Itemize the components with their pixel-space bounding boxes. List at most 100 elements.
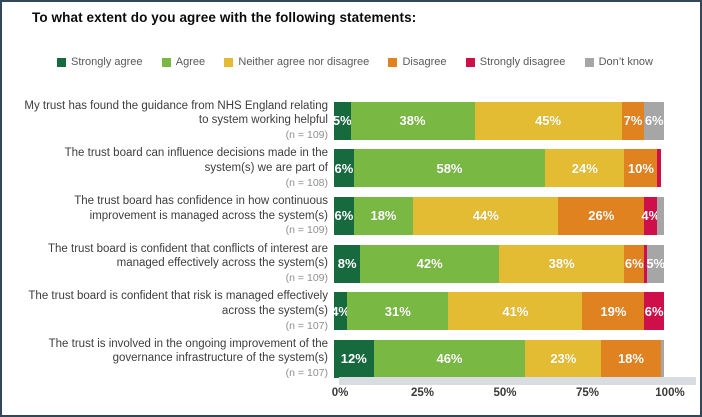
x-axis: 0% 25% 50% 75% 100% [332, 387, 685, 403]
segment-don-t-know [657, 196, 664, 235]
segment-value-label: 5% [646, 256, 664, 272]
stacked-bar-4: 8% 42% 38% 6% 5% [334, 244, 664, 283]
legend-item-strongly-agree: Strongly agree [57, 56, 143, 68]
sample-size-label: (n = 109) [285, 129, 328, 142]
segment-disagree: 19% [582, 292, 645, 331]
legend-item-don-t-know: Don’t know [584, 56, 653, 68]
sample-size-label: (n = 107) [285, 319, 328, 332]
segment-value-label: 4% [641, 208, 661, 224]
statement-text: The trust board can influence decisions … [64, 147, 328, 175]
legend-swatch-strongly-disagree [465, 57, 475, 67]
segment-disagree: 18% [601, 339, 661, 378]
sample-size-label: (n = 109) [285, 224, 328, 237]
x-tick-label: 0% [331, 387, 349, 399]
category-label: The trust board is confident that confli… [12, 242, 334, 286]
chart-row: The trust board has confidence in how co… [12, 192, 694, 240]
stacked-bar-1: 5% 38% 45% 7% 6% [334, 101, 664, 140]
segment-strongly-disagree [644, 244, 648, 283]
segment-value-label: 6% [334, 160, 354, 176]
legend-label: Disagree [402, 56, 447, 68]
segment-disagree: 10% [624, 149, 658, 188]
statement-text: The trust board is confident that risk i… [28, 290, 328, 317]
legend-item-strongly-disagree: Strongly disagree [465, 56, 566, 68]
legend-item-disagree: Disagree [388, 56, 447, 68]
segment-value-label: 18% [370, 208, 397, 224]
chart-row: The trust board is confident that risk i… [12, 287, 694, 335]
legend-swatch-agree [161, 57, 171, 67]
segment-strongly-agree: 8% [334, 244, 361, 283]
legend: Strongly agree Agree Neither agree nor dis… [57, 56, 653, 68]
legend-label: Strongly disagree [479, 56, 566, 68]
segment-value-label: 42% [416, 256, 443, 272]
segment-agree: 18% [353, 196, 414, 235]
segment-value-label: 31% [384, 303, 411, 319]
segment-value-label: 12% [340, 351, 367, 367]
segment-value-label: 6% [644, 303, 664, 319]
segment-strongly-agree: 6% [334, 149, 354, 188]
category-label: The trust board has confidence in how co… [12, 194, 334, 238]
segment-value-label: 18% [617, 351, 644, 367]
chart-row: The trust board can influence decisions … [12, 145, 694, 193]
stacked-bar-6: 12% 46% 23% 18% [334, 339, 664, 378]
segment-value-label: 6% [624, 256, 644, 272]
segment-value-label: 38% [399, 113, 426, 129]
segment-disagree: 7% [621, 101, 645, 140]
scrollbar-track[interactable] [339, 377, 696, 385]
segment-strongly-disagree [657, 149, 661, 188]
segment-value-label: 45% [535, 113, 562, 129]
chart-rows: My trust has found the guidance from NHS… [12, 97, 694, 383]
category-label: The trust is involved in the ongoing imp… [12, 337, 334, 381]
chart-row: The trust board is confident that confli… [12, 240, 694, 288]
statement-text: The trust board is confident that confli… [48, 242, 328, 270]
segment-value-label: 4% [334, 303, 350, 319]
segment-value-label: 8% [337, 256, 357, 272]
segment-don-t-know: 6% [644, 101, 664, 140]
segment-value-label: 46% [436, 351, 463, 367]
segment-neither-agree-nor-disagree: 24% [545, 149, 625, 188]
segment-strongly-agree: 5% [334, 101, 352, 140]
segment-strongly-disagree: 6% [644, 292, 664, 331]
segment-neither-agree-nor-disagree: 45% [474, 101, 622, 140]
segment-value-label: 41% [502, 303, 529, 319]
legend-item-agree: Agree [161, 56, 205, 68]
stacked-bar-3: 6% 18% 44% 26% 4% [334, 196, 664, 235]
chart-row: The trust is involved in the ongoing imp… [12, 335, 694, 383]
segment-value-label: 24% [571, 160, 598, 176]
segment-value-label: 6% [644, 113, 664, 129]
segment-disagree: 26% [558, 196, 645, 235]
x-tick-label: 75% [575, 387, 600, 399]
segment-agree: 46% [373, 339, 526, 378]
segment-value-label: 26% [588, 208, 615, 224]
segment-agree: 38% [350, 101, 475, 140]
segment-value-label: 19% [600, 303, 627, 319]
legend-swatch-don-t-know [584, 57, 594, 67]
segment-disagree: 6% [624, 244, 645, 283]
legend-label: Neither agree nor disagree [238, 56, 370, 68]
segment-neither-agree-nor-disagree: 38% [498, 244, 625, 283]
category-label: The trust board is confident that risk i… [12, 289, 334, 333]
segment-agree: 31% [347, 292, 449, 331]
sample-size-label: (n = 109) [285, 271, 328, 284]
segment-strongly-agree: 6% [334, 196, 354, 235]
legend-label: Don’t know [598, 56, 653, 68]
segment-neither-agree-nor-disagree: 41% [448, 292, 583, 331]
legend-swatch-disagree [388, 57, 398, 67]
chart-plot-area: My trust has found the guidance from NHS… [12, 97, 694, 383]
x-tick-label: 25% [410, 387, 435, 399]
statement-text: My trust has found the guidance from NHS… [24, 99, 328, 127]
segment-value-label: 6% [334, 208, 354, 224]
segment-value-label: 38% [548, 256, 575, 272]
segment-don-t-know [660, 339, 664, 378]
segment-neither-agree-nor-disagree: 44% [413, 196, 559, 235]
segment-value-label: 23% [550, 351, 577, 367]
segment-value-label: 58% [436, 160, 463, 176]
chart-title: To what extent do you agree with the fol… [32, 10, 417, 25]
stacked-bar-2: 6% 58% 24% 10% [334, 149, 664, 188]
chart-row: My trust has found the guidance from NHS… [12, 97, 694, 145]
segment-strongly-agree: 12% [334, 339, 374, 378]
segment-neither-agree-nor-disagree: 23% [525, 339, 602, 378]
statement-text: The trust is involved in the ongoing imp… [48, 337, 328, 365]
segment-agree: 42% [360, 244, 499, 283]
x-tick-label: 100% [655, 387, 685, 399]
